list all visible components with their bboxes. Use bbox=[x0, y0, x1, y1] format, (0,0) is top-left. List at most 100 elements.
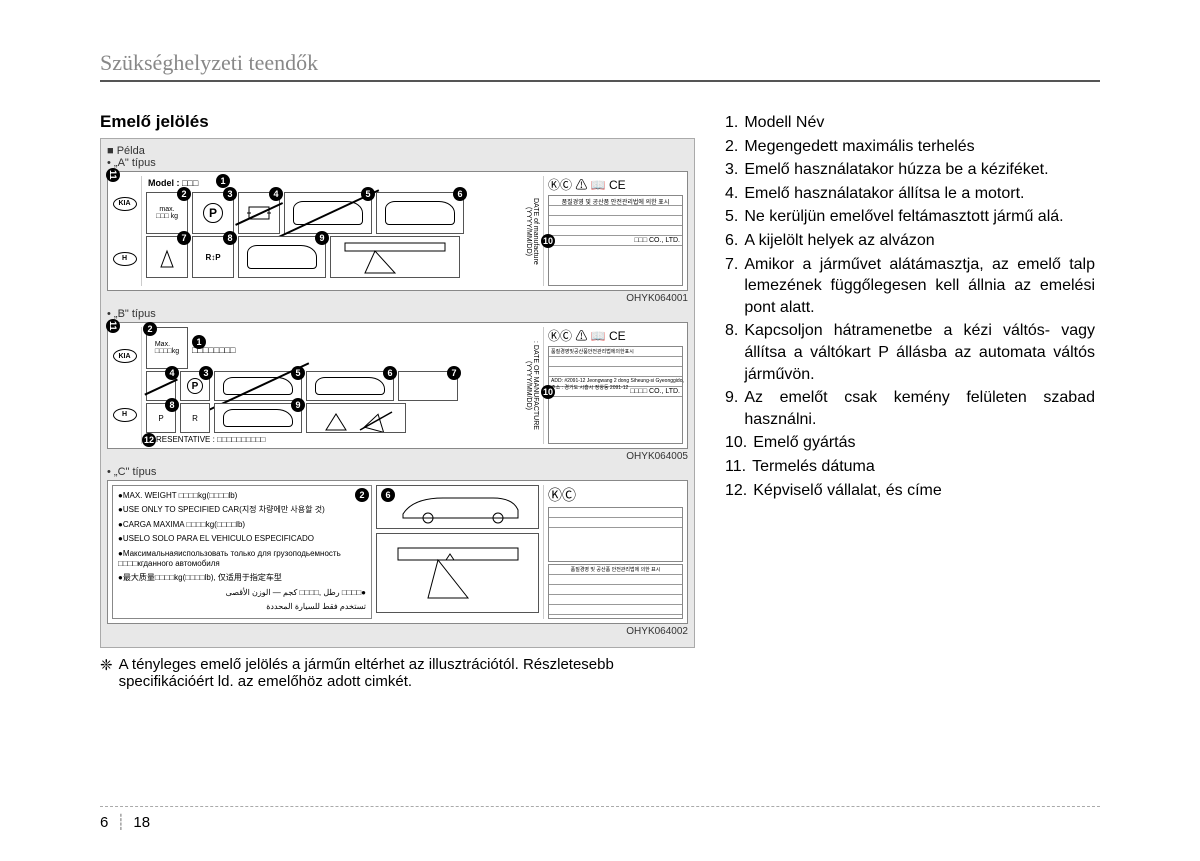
badge-1-icon: 1 bbox=[192, 335, 206, 349]
example-label: ■ Példa bbox=[107, 145, 688, 157]
model-b: □□□□□□□□ 1 bbox=[192, 341, 236, 355]
brand-logos-b: KIA H bbox=[112, 327, 142, 444]
badge-3-icon: 3 bbox=[199, 366, 213, 380]
brand-logos: KIA H bbox=[112, 176, 142, 286]
icon-row-b2: 4 3 P 5 bbox=[146, 371, 523, 401]
jack-points-icon: 6 bbox=[376, 192, 464, 234]
jack-placement-icon bbox=[376, 533, 539, 613]
image-code-c: OHYK064002 bbox=[107, 626, 688, 637]
type-c-diagram: 6 bbox=[376, 485, 539, 619]
legend-item: 8.Kapcsoljon hátramenetbe a kézi váltós-… bbox=[725, 320, 1095, 385]
icon-row-b1: 2 Max. □□□□kg □□□□□□□□ 1 bbox=[146, 327, 523, 369]
type-c-line-3: ●USELO SOLO PARA EL VEHICULO ESPECIFICAD… bbox=[116, 532, 368, 546]
page-number: 6 ┊ 18 bbox=[100, 813, 150, 831]
car-outline-icon: 6 bbox=[376, 485, 539, 529]
type-c-line-5: ●最大质量□□□□kg(□□□□lb), 仅适用于指定车型 bbox=[116, 571, 368, 585]
max-weight-icon: 2 Max. □□□□kg bbox=[146, 327, 188, 369]
badge-3-icon: 3 bbox=[223, 187, 237, 201]
parking-brake-icon: 3 P bbox=[192, 192, 234, 234]
type-c-line-0: ●MAX. WEIGHT □□□□kg(□□□□lb) bbox=[116, 489, 368, 503]
side-panel-a: ⓀⒸ ⚠ 📖 CE 품질경영 및 공산품 안전관리법에 의한 표시 10 □□□… bbox=[543, 176, 683, 286]
badge-7-icon: 7 bbox=[177, 231, 191, 245]
side-panel-c: ⓀⒸ 품질경영 및 공산품 안전관리법에 의한 표시 bbox=[543, 485, 683, 619]
badge-8-icon: 8 bbox=[223, 231, 237, 245]
legend-item: 3.Emelő használatakor húzza be a kézifék… bbox=[725, 159, 1095, 181]
info-table-c1 bbox=[548, 507, 683, 562]
footnote-marker-icon: ❈ bbox=[100, 656, 113, 690]
badge-10-icon: 10 bbox=[541, 234, 555, 248]
kc-mark-icon: ⓀⒸ bbox=[548, 485, 683, 505]
badge-6-icon: 6 bbox=[453, 187, 467, 201]
section-title: Emelő jelölés bbox=[100, 112, 695, 132]
jack-detail-icon bbox=[330, 236, 460, 278]
legend-item: 12.Képviselő vállalat, és címe bbox=[725, 480, 1095, 502]
info-table-a: 품질경영 및 공산품 안전관리법에 의한 표시 10 □□□ CO., LTD. bbox=[548, 195, 683, 286]
type-c-label: • „C" típus bbox=[107, 466, 688, 478]
parking-brake-icon: 3 P bbox=[180, 371, 210, 401]
legend-item: 6.A kijelölt helyek az alvázon bbox=[725, 230, 1095, 252]
badge-5-icon: 5 bbox=[291, 366, 305, 380]
representative-label: 12 RESENTATIVE : □□□□□□□□□□ bbox=[146, 435, 523, 444]
badge-1-icon: 1 bbox=[216, 174, 230, 188]
legend-item: 4.Emelő használatakor állítsa le a motor… bbox=[725, 183, 1095, 205]
date-manufacture-label-b: 11 : DATE OF MANUFACTURE (YYYY/MM/DD) bbox=[527, 327, 539, 444]
type-c-line-4: ●Максимальнаяиспользовать только для гру… bbox=[116, 547, 368, 572]
icons-area-b: 2 Max. □□□□kg □□□□□□□□ 1 4 bbox=[146, 327, 523, 444]
info-table-b: 품질경영및공산품안전관리법에의한표시 ADD: #2091-12 Jeongwa… bbox=[548, 346, 683, 444]
jack-detail-icon: 7 bbox=[398, 371, 458, 401]
badge-2-icon: 2 bbox=[177, 187, 191, 201]
icon-row-a2: 7 8 R↕P 9 bbox=[146, 236, 523, 278]
kia-logo-icon: KIA bbox=[113, 349, 137, 363]
image-code-b: OHYK064005 bbox=[107, 451, 688, 462]
badge-6-icon: 6 bbox=[381, 488, 395, 502]
jack-points-icon: 6 bbox=[306, 371, 394, 401]
type-c-line-2: ●CARGA MAXIMA □□□□kg(□□□□lb) bbox=[116, 518, 368, 532]
content-columns: Emelő jelölés ■ Példa • „A" típus KIA H … bbox=[100, 112, 1100, 690]
badge-4-icon: 4 bbox=[269, 187, 283, 201]
type-a-label: • „A" típus bbox=[107, 157, 688, 169]
badge-10-icon: 10 bbox=[541, 385, 555, 399]
engine-off-icon: 4 bbox=[146, 371, 176, 401]
footnote-text: A tényleges emelő jelölés a járműn eltér… bbox=[119, 656, 695, 690]
no-under-car-icon: 5 bbox=[284, 192, 372, 234]
hyundai-logo-icon: H bbox=[113, 408, 137, 422]
legend-item: 2.Megengedett maximális terhelés bbox=[725, 136, 1095, 158]
type-c-text-block: 2 ●MAX. WEIGHT □□□□kg(□□□□lb) ●USE ONLY … bbox=[112, 485, 372, 619]
badge-8-icon: 8 bbox=[165, 398, 179, 412]
info-table-c2: 품질경영 및 공산품 안전관리법에 의한 표시 bbox=[548, 564, 683, 619]
gear-p-icon: 8 P bbox=[146, 403, 176, 433]
hyundai-logo-icon: H bbox=[113, 252, 137, 266]
label-illustration-box: ■ Példa • „A" típus KIA H Model : □□□ 1 bbox=[100, 138, 695, 648]
image-code-a: OHYK064001 bbox=[107, 293, 688, 304]
badge-6-icon: 6 bbox=[383, 366, 397, 380]
icon-row-a1: 2 max. □□□ kg 3 P 4 bbox=[146, 192, 523, 234]
legend-item: 1.Modell Név bbox=[725, 112, 1095, 134]
legend-item: 10.Emelő gyártás bbox=[725, 432, 1095, 454]
jack-vertical-icon: 7 bbox=[146, 236, 188, 278]
badge-4-icon: 4 bbox=[165, 366, 179, 380]
chapter-title: Szükséghelyzeti teendők bbox=[100, 50, 1100, 76]
footnote: ❈ A tényleges emelő jelölés a járműn elt… bbox=[100, 656, 695, 690]
type-c-line-1: ●USE ONLY TO SPECIFIED CAR(지정 차량에만 사용할 것… bbox=[116, 503, 368, 517]
badge-7-icon: 7 bbox=[447, 366, 461, 380]
legend-item: 7.Amikor a járművet alátámasztja, az eme… bbox=[725, 254, 1095, 319]
badge-9-icon: 9 bbox=[315, 231, 329, 245]
left-column: Emelő jelölés ■ Példa • „A" típus KIA H … bbox=[100, 112, 695, 690]
max-weight-icon: 2 max. □□□ kg bbox=[146, 192, 188, 234]
cert-marks: ⓀⒸ ⚠ 📖 CE bbox=[548, 176, 683, 193]
badge-12-icon: 12 bbox=[142, 433, 156, 447]
page-separator-icon: ┊ bbox=[116, 813, 125, 831]
gear-icon: 8 R↕P bbox=[192, 236, 234, 278]
page-footer: 6 ┊ 18 bbox=[100, 806, 1100, 831]
legend-item: 9.Az emelőt csak kemény felületen szabad… bbox=[725, 387, 1095, 430]
cert-marks-b: ⓀⒸ ⚠ 📖 CE bbox=[548, 327, 683, 344]
kia-logo-icon: KIA bbox=[113, 197, 137, 211]
no-under-car-icon: 5 bbox=[214, 371, 302, 401]
engine-off-icon: 4 bbox=[238, 192, 280, 234]
icon-row-b3: 8 P R 9 bbox=[146, 403, 523, 433]
gear-r-icon: R bbox=[180, 403, 210, 433]
type-c-line-7: تستخدم فقط للسيارة المحددة bbox=[116, 600, 368, 614]
icons-area-a: Model : □□□ 1 2 max. □□□ kg 3 P bbox=[146, 176, 523, 286]
badge-11-icon: 11 bbox=[106, 319, 120, 333]
right-column: 1.Modell Név 2.Megengedett maximális ter… bbox=[725, 112, 1095, 690]
